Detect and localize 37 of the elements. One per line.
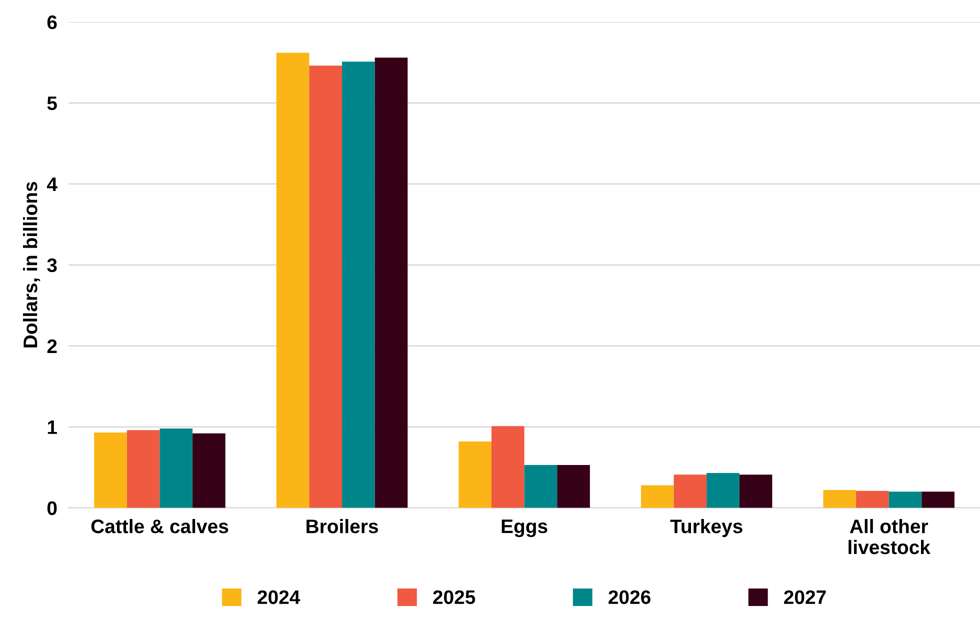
bar [739,474,772,508]
bar [557,464,590,508]
legend-label: 2024 [258,590,300,604]
bar [706,473,740,508]
x-tick-label: All other livestock [848,518,930,554]
bar [922,492,954,508]
bar [276,52,310,508]
y-tick-label: 0 [47,501,57,516]
x-tick-label: Broilers [306,518,378,534]
bar [888,492,922,508]
bar [309,66,342,508]
y-tick-label: 1 [48,420,57,434]
legend-label: 2026 [608,590,650,604]
y-tick-label: 5 [47,96,57,110]
bar [524,464,558,508]
y-tick-label: 2 [47,339,57,353]
bar [458,441,492,508]
bar [856,490,889,508]
y-tick-label: 3 [47,258,57,272]
x-tick-label: Eggs [502,520,548,538]
bar [640,485,674,508]
bar [374,58,408,508]
bar [192,433,226,508]
y-tick-label: 4 [46,178,58,191]
y-tick-label: 6 [47,15,57,30]
bar [94,432,127,508]
bar [674,474,707,508]
legend-label: 2027 [784,590,826,604]
bar [823,490,856,508]
x-tick-label: Cattle & calves [91,518,228,534]
bar [491,426,524,508]
legend-label: 2025 [433,590,476,604]
bar [342,62,375,508]
x-tick-label: Turkeys [670,518,742,538]
y-axis-title: Dollars, in billions [22,182,40,348]
bar [160,428,193,508]
bar [126,430,160,508]
